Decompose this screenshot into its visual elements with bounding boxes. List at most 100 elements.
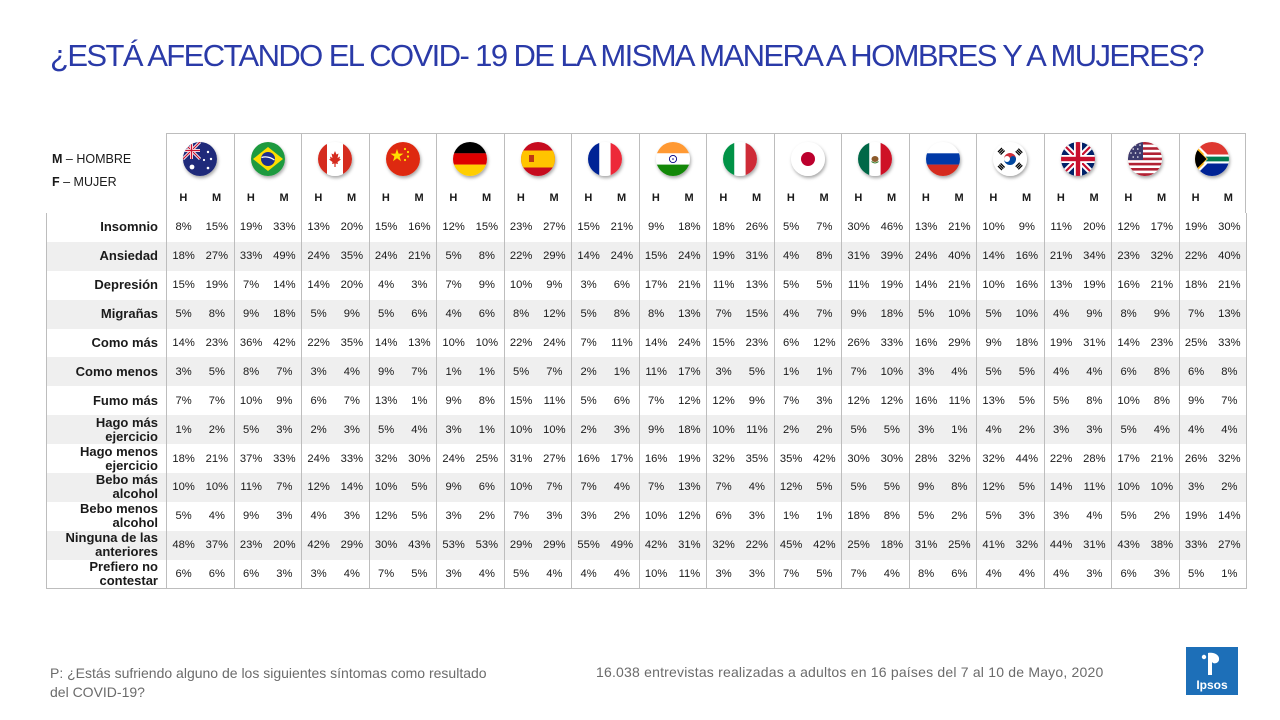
- gender-header-label: H: [719, 192, 728, 204]
- france-flag-icon: [588, 141, 623, 176]
- value-cell: 13%: [408, 337, 431, 349]
- gender-header-label: H: [651, 192, 660, 204]
- value-cell: 14%: [273, 279, 296, 292]
- value-cell: 9%: [1145, 299, 1179, 329]
- value-cell: 3%: [436, 559, 471, 590]
- value-cell: 14%: [638, 328, 673, 358]
- value-cell: 9%: [233, 299, 268, 329]
- gender-header-label: M: [684, 192, 694, 204]
- value-cell: 19%: [1178, 501, 1213, 531]
- value-cell: 36%: [233, 328, 268, 358]
- value-cell: 4%: [402, 415, 437, 445]
- value-cell: 3%: [748, 510, 765, 523]
- value-cell: 3%: [706, 357, 741, 387]
- value-cell: 13%: [672, 473, 707, 502]
- value-cell: 5%: [875, 473, 909, 502]
- value-cell: 3%: [436, 501, 471, 531]
- flag-cell-south-africa: [1178, 133, 1246, 183]
- value-cell: 30%: [880, 452, 904, 465]
- value-cell: 31%: [908, 530, 943, 560]
- value-cell: 19%: [678, 452, 701, 465]
- value-cell: 8%: [470, 241, 504, 271]
- value-cell: 42%: [273, 337, 296, 349]
- value-cell: 16%: [908, 386, 943, 416]
- gender-header-label: M: [954, 192, 964, 204]
- value-cell: 30%: [1212, 213, 1247, 242]
- value-cell: 4%: [537, 559, 572, 590]
- value-cell: 10%: [1145, 473, 1179, 502]
- value-cell: 17%: [1150, 221, 1174, 234]
- value-cell: 3%: [571, 270, 606, 300]
- value-cell: 44%: [1015, 452, 1039, 465]
- value-cell: 5%: [1178, 559, 1213, 590]
- value-cell: 17%: [672, 357, 707, 387]
- value-cell: 4%: [875, 559, 909, 590]
- table-row: Bebo más alcohol 10% 10% 11% 7% 12% 14% 10% 5% 9%…: [46, 473, 1247, 502]
- row-label: Como más: [46, 328, 167, 358]
- value-cell: 6%: [706, 501, 741, 531]
- value-cell: 16%: [571, 444, 606, 474]
- value-cell: 23%: [1150, 337, 1174, 349]
- value-cell: 3%: [301, 357, 336, 387]
- gender-header-label: H: [381, 192, 390, 204]
- value-cell: 35%: [745, 452, 769, 465]
- value-cell: 3%: [908, 357, 943, 387]
- value-cell: 4%: [335, 357, 369, 387]
- value-cell: 7%: [368, 559, 403, 590]
- survey-question: P: ¿Estás sufriendo alguno de los siguie…: [50, 665, 487, 700]
- value-cell: 6%: [613, 279, 630, 292]
- value-cell: 5%: [976, 299, 1011, 329]
- value-cell: 15%: [706, 328, 741, 358]
- flag-cell-brazil: [233, 133, 301, 183]
- row-label: Bebo más alcohol: [46, 473, 167, 502]
- value-cell: 3%: [1043, 415, 1078, 445]
- value-cell: 7%: [267, 473, 302, 502]
- value-cell: 6%: [942, 559, 977, 590]
- value-cell: 5%: [166, 299, 201, 329]
- value-cell: 2%: [807, 415, 842, 445]
- table-row: Insomnio 8% 15% 19% 33% 13% 20% 15% 16% 12% 15% 23%…: [46, 213, 1247, 242]
- value-cell: 12%: [436, 213, 471, 242]
- flag-cell-china: [368, 133, 436, 183]
- value-cell: 30%: [841, 213, 876, 242]
- value-cell: 23%: [503, 213, 538, 242]
- gender-header-label: M: [1089, 192, 1099, 204]
- flag-cell-russia: [908, 133, 976, 183]
- flag-cell-india: [638, 133, 706, 183]
- value-cell: 18%: [678, 221, 701, 234]
- value-cell: 31%: [1083, 337, 1106, 349]
- value-cell: 6%: [470, 299, 504, 329]
- value-cell: 5%: [301, 299, 336, 329]
- value-cell: 11%: [1043, 213, 1078, 242]
- value-cell: 10%: [942, 299, 977, 329]
- value-cell: 4%: [976, 415, 1011, 445]
- row-label: Como menos: [46, 357, 167, 387]
- gender-header-label: M: [549, 192, 559, 204]
- value-cell: 1%: [773, 501, 808, 531]
- value-cell: 23%: [205, 337, 229, 349]
- value-cell: 16%: [408, 221, 431, 234]
- value-cell: 10%: [200, 473, 234, 502]
- value-cell: 5%: [773, 270, 808, 300]
- gender-header-label: H: [246, 192, 255, 204]
- value-cell: 2%: [200, 415, 234, 445]
- gender-header-label: M: [346, 192, 357, 204]
- value-cell: 7%: [402, 357, 437, 387]
- value-cell: 18%: [875, 530, 909, 560]
- value-cell: 53%: [470, 530, 504, 560]
- value-cell: 8%: [503, 299, 538, 329]
- value-cell: 32%: [948, 452, 971, 465]
- value-cell: 13%: [1043, 270, 1078, 300]
- value-cell: 14%: [335, 473, 369, 502]
- value-cell: 1%: [470, 357, 504, 387]
- value-cell: 3%: [436, 415, 471, 445]
- value-cell: 5%: [200, 357, 234, 387]
- gender-header-label: H: [786, 192, 795, 204]
- value-cell: 33%: [1212, 328, 1247, 358]
- value-cell: 30%: [408, 452, 431, 465]
- value-cell: 21%: [402, 241, 437, 271]
- value-cell: 14%: [976, 241, 1011, 271]
- value-cell: 4%: [436, 299, 471, 329]
